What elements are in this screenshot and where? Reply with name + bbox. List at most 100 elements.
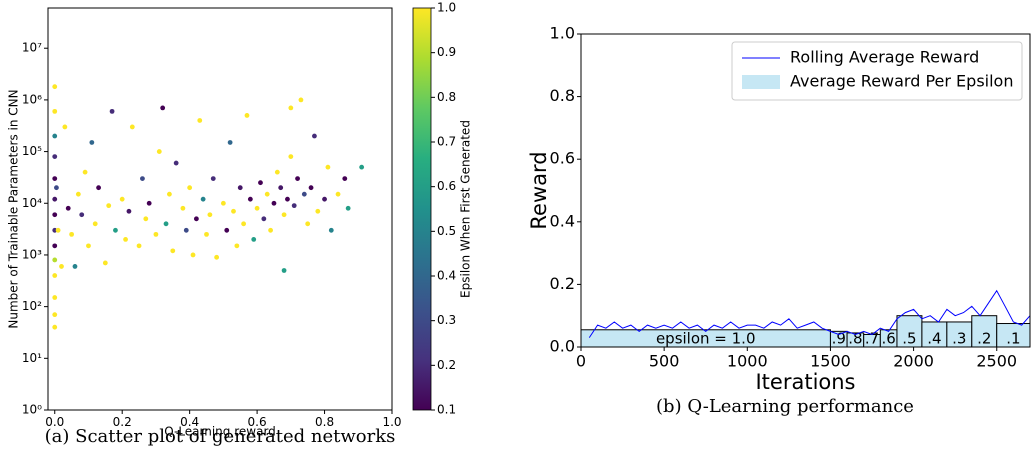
y-tick-label: 0.0: [550, 337, 575, 356]
point: [305, 221, 311, 227]
point: [224, 227, 230, 233]
point: [193, 216, 199, 222]
point: [308, 185, 314, 191]
y-tick-label: 10³: [22, 247, 42, 261]
point: [281, 212, 287, 218]
x-tick-label: 1.0: [382, 415, 401, 429]
x-tick-label: 500: [649, 352, 680, 371]
point: [102, 260, 108, 266]
x-tick-label: 2000: [893, 352, 934, 371]
point: [274, 169, 280, 175]
point: [52, 312, 58, 318]
caption: (a) Scatter plot of generated networks: [45, 426, 396, 447]
colorbar-tick-label: 1.0: [437, 1, 456, 15]
point: [312, 133, 317, 139]
point: [52, 154, 58, 159]
point: [335, 191, 341, 197]
point: [261, 216, 267, 222]
axes-frame: [580, 33, 1031, 348]
point: [288, 154, 294, 159]
point: [322, 196, 327, 202]
point: [187, 185, 193, 191]
x-tick-label: 0: [576, 352, 586, 371]
x-tick-label: 1000: [727, 352, 768, 371]
y-tick-label: 0.4: [550, 211, 575, 230]
x-axis-label: Iterations: [755, 370, 855, 394]
point: [200, 196, 206, 202]
point: [52, 84, 58, 90]
point: [210, 176, 216, 182]
point: [298, 97, 304, 103]
step-bar: [921, 321, 948, 348]
point: [126, 208, 132, 214]
point: [268, 227, 273, 233]
point: [204, 231, 209, 237]
point: [62, 124, 68, 130]
colorbar-tick-label: 0.8: [437, 90, 456, 104]
x-axis-label: Q-Learning reward: [164, 425, 276, 439]
point: [52, 295, 58, 300]
point: [180, 205, 186, 211]
line: [588, 289, 1031, 338]
colorbar-tick-label: 0.7: [437, 135, 456, 149]
y-axis-label: Number of Trainable Parameters in CNN: [7, 89, 21, 328]
colorbar: [412, 7, 432, 411]
point: [241, 221, 247, 227]
x-tick-label: 1500: [810, 352, 851, 371]
y-tick-label: 10²: [22, 299, 42, 313]
colorbar-tick-label: 0.5: [437, 224, 456, 238]
point: [52, 257, 58, 263]
point: [214, 254, 220, 260]
point: [52, 108, 58, 114]
step-bar: [896, 315, 923, 348]
colorbar-label: Epsilon When First Generated: [459, 120, 473, 298]
y-tick-label: 1.0: [550, 24, 575, 43]
point: [156, 149, 162, 154]
point: [271, 200, 277, 206]
epsilon-label: .5: [902, 330, 916, 348]
point: [72, 264, 78, 269]
point: [281, 268, 287, 273]
point: [54, 185, 59, 191]
point: [258, 180, 263, 186]
scatter-points: [52, 84, 365, 330]
colorbar-tick-label: 0.4: [437, 269, 456, 283]
point: [325, 164, 331, 170]
epsilon-label: .2: [977, 330, 991, 348]
point: [153, 231, 159, 237]
point: [234, 243, 240, 249]
epsilon-label: .6: [881, 330, 895, 348]
colorbar-tick-label: 0.1: [437, 403, 456, 417]
point: [291, 203, 297, 209]
y-tick-label: 10⁶: [22, 92, 42, 106]
point: [109, 108, 115, 114]
point: [288, 105, 294, 111]
point: [113, 227, 118, 233]
point: [52, 196, 58, 202]
y-axis-label: Reward: [527, 151, 551, 229]
point: [65, 205, 71, 211]
point: [342, 176, 348, 182]
epsilon-label: epsilon = 1.0: [656, 330, 756, 348]
point: [160, 105, 166, 111]
point: [52, 227, 58, 233]
point: [75, 191, 81, 197]
legend-frame: [731, 41, 1023, 101]
point: [96, 185, 101, 191]
y-tick-label: 10⁵: [22, 144, 42, 158]
point: [92, 221, 98, 227]
point: [237, 185, 243, 191]
x-tick-label: 0.8: [315, 415, 334, 429]
point: [69, 231, 75, 237]
point: [119, 196, 125, 202]
colorbar-tick-label: 0.2: [437, 358, 456, 372]
point: [359, 164, 365, 170]
point: [163, 221, 169, 227]
point: [264, 191, 270, 197]
point: [89, 140, 95, 145]
point: [79, 212, 85, 218]
x-tick-label: 0.6: [248, 415, 267, 429]
y-tick-label: 0.6: [550, 149, 575, 168]
point: [52, 324, 58, 330]
